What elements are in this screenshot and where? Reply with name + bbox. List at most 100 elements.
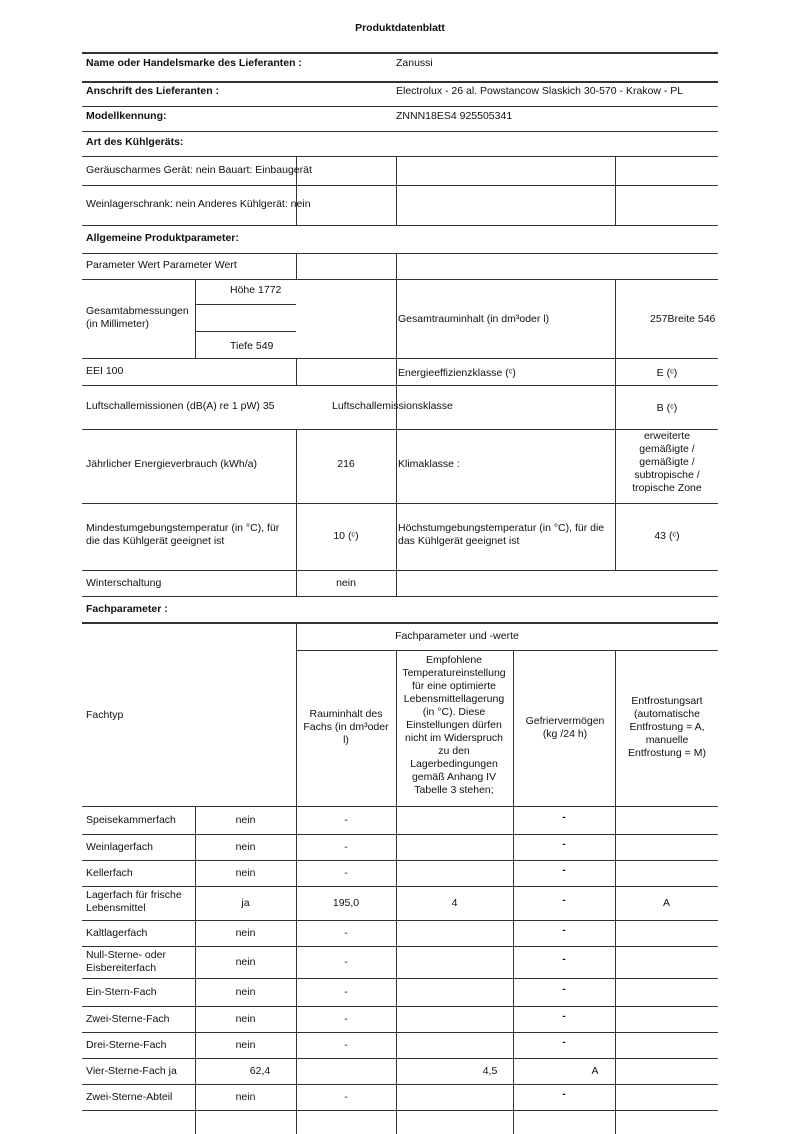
compartment-type: Speisekammerfach (86, 814, 176, 826)
compartment-volume: - (344, 1039, 348, 1051)
divider (396, 503, 397, 570)
compartment-present: nein (235, 1091, 256, 1103)
divider (82, 596, 718, 597)
divider (296, 358, 297, 385)
compartment-type: Weinlagerfach (86, 841, 153, 853)
divider (396, 156, 397, 225)
noise-class-value: B (ᶜ) (656, 402, 678, 414)
divider (82, 131, 718, 132)
divider (82, 1058, 718, 1059)
divider (82, 860, 718, 861)
compartment-freeze: - (562, 811, 566, 823)
divider (82, 156, 718, 157)
col-type: Fachtyp (86, 709, 124, 721)
compartment-volume: - (344, 1013, 348, 1025)
divider (296, 253, 297, 279)
divider (82, 185, 718, 186)
compartment-type: Lagerfach für frische Lebensmittel (86, 889, 182, 914)
compartment-type: Vier-Sterne-Fach ja (86, 1065, 177, 1077)
compartment-type: Ein-Stern-Fach (86, 986, 157, 998)
model-id: ZNNN18ES4 925505341 (396, 110, 513, 122)
eei-value: EEI 100 (86, 365, 124, 377)
compartment-volume: - (344, 867, 348, 879)
divider (296, 156, 297, 225)
compartment-volume: - (344, 927, 348, 939)
divider (82, 1006, 718, 1007)
divider (615, 385, 616, 429)
general-heading: Allgemeine Produktparameter: (86, 232, 239, 244)
depth-value: Tiefe 549 (230, 340, 274, 352)
total-volume-label: Gesamtrauminhalt (in dm³oder l) (398, 313, 550, 325)
divider (82, 225, 718, 226)
supplier-name: Zanussi (396, 57, 433, 69)
divider (82, 358, 718, 359)
divider (82, 1032, 718, 1033)
page-title: Produktdatenblatt (355, 22, 445, 34)
max-temp-value: 43 (ᶜ) (654, 530, 680, 542)
divider (615, 279, 616, 358)
compartment-type: Drei-Sterne-Fach (86, 1039, 167, 1051)
compartment-freeze: - (562, 924, 566, 936)
noise-label: Luftschallemissionen (dB(A) re 1 pW) 35 (86, 400, 275, 412)
divider (82, 106, 718, 107)
energy-class-value: E (ᶜ) (656, 367, 678, 379)
compartment-present: nein (235, 956, 256, 968)
total-volume-value: 257Breite 546 (650, 313, 716, 325)
annual-energy-label: Jährlicher Energieverbrauch (kWh/a) (86, 458, 257, 470)
compartment-volume: 62,4 (249, 1065, 271, 1077)
divider (82, 429, 718, 430)
compartment-freeze: A (591, 1065, 599, 1077)
compartment-volume: - (344, 956, 348, 968)
compartment-present: nein (235, 867, 256, 879)
col-freeze: Gefriervermögen (kg /24 h) (525, 715, 605, 740)
min-temp-value: 10 (ᶜ) (333, 530, 359, 542)
divider (296, 503, 297, 570)
divider (396, 385, 397, 429)
param-header: Parameter Wert Parameter Wert (86, 259, 237, 271)
compartment-volume: - (344, 841, 348, 853)
divider (615, 650, 616, 1134)
divider (396, 650, 397, 1134)
divider (82, 622, 718, 624)
annual-energy-value: 216 (337, 458, 355, 470)
divider (82, 920, 718, 921)
compartment-present: nein (235, 927, 256, 939)
divider (82, 279, 718, 280)
divider (82, 886, 718, 887)
divider (195, 304, 296, 305)
energy-class-label: Energieeffizienzklasse (ᶜ) (398, 367, 516, 379)
compartment-freeze: - (562, 894, 566, 906)
divider (82, 946, 718, 947)
compartment-present: nein (235, 814, 256, 826)
appliance-type-row1: Geräuscharmes Gerät: nein Bauart: Einbau… (86, 164, 312, 176)
divider (82, 978, 718, 979)
supplier-address: Electrolux - 26 al. Powstancow Slaskich … (396, 85, 684, 97)
winter-value: nein (336, 577, 356, 589)
appliance-type-row2: Weinlagerschrank: nein Anderes Kühlgerät… (86, 198, 311, 210)
divider (195, 331, 296, 332)
compartment-freeze: - (562, 864, 566, 876)
compartment-present: nein (235, 1039, 256, 1051)
supplier-name-label: Name oder Handelsmarke des Lieferanten : (86, 57, 302, 69)
divider (396, 279, 397, 358)
model-label: Modellkennung: (86, 110, 167, 122)
divider (396, 429, 397, 503)
compartment-present: nein (235, 1013, 256, 1025)
col-volume: Rauminhalt des Fachs (in dm³oder l) (303, 708, 389, 746)
divider (615, 156, 616, 225)
divider (82, 253, 718, 254)
compartment-present: nein (235, 986, 256, 998)
compartments-heading: Fachparameter : (86, 603, 168, 615)
divider (396, 253, 397, 279)
divider (82, 834, 718, 835)
divider (615, 358, 616, 385)
compartment-freeze: - (562, 1010, 566, 1022)
divider (195, 279, 196, 358)
compartment-freeze: - (562, 1036, 566, 1048)
divider (195, 806, 196, 1134)
appliance-type-heading: Art des Kühlgeräts: (86, 136, 184, 148)
divider (396, 570, 397, 596)
divider (296, 429, 297, 503)
compartment-type: Null-Sterne- oder Eisbereiterfach (86, 949, 166, 974)
compartment-present: nein (235, 841, 256, 853)
